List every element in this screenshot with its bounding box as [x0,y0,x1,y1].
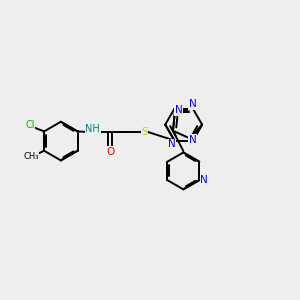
Text: N: N [189,100,197,110]
Text: S: S [141,127,148,137]
Text: N: N [189,135,196,145]
Text: O: O [106,147,114,157]
Text: N: N [175,105,182,115]
Text: N: N [168,139,176,149]
Text: NH: NH [85,124,100,134]
Text: Cl: Cl [26,121,35,130]
Text: N: N [200,175,208,185]
Text: CH₃: CH₃ [23,152,39,161]
